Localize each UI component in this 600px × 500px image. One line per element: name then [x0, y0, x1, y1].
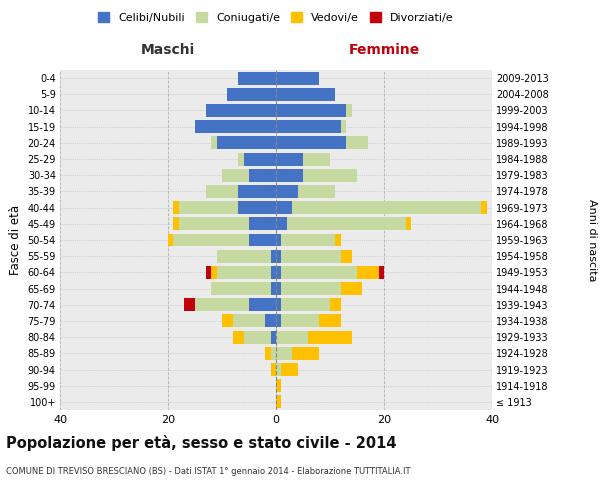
Bar [276, 72, 319, 85]
Bar [233, 330, 244, 344]
Bar [265, 347, 271, 360]
Bar [244, 152, 276, 166]
Bar [276, 250, 281, 262]
Text: Popolazione per età, sesso e stato civile - 2014: Popolazione per età, sesso e stato civil… [6, 435, 397, 451]
Bar [276, 282, 281, 295]
Text: Anni di nascita: Anni di nascita [587, 198, 597, 281]
Bar [195, 298, 249, 311]
Bar [271, 282, 276, 295]
Bar [292, 201, 481, 214]
Bar [341, 250, 352, 262]
Bar [211, 266, 217, 279]
Bar [222, 169, 249, 181]
Bar [249, 169, 276, 181]
Bar [281, 314, 319, 328]
Bar [319, 314, 341, 328]
Bar [238, 201, 276, 214]
Text: Femmine: Femmine [349, 44, 419, 58]
Bar [195, 120, 276, 133]
Text: Maschi: Maschi [141, 44, 195, 58]
Bar [211, 282, 271, 295]
Bar [276, 218, 287, 230]
Bar [303, 169, 357, 181]
Bar [206, 104, 276, 117]
Bar [292, 347, 319, 360]
Bar [168, 234, 173, 246]
Bar [276, 185, 298, 198]
Bar [281, 298, 330, 311]
Bar [281, 282, 341, 295]
Bar [276, 120, 341, 133]
Bar [217, 136, 276, 149]
Bar [276, 363, 281, 376]
Bar [184, 298, 195, 311]
Bar [244, 330, 271, 344]
Bar [276, 379, 281, 392]
Bar [303, 152, 330, 166]
Bar [379, 266, 384, 279]
Bar [276, 396, 281, 408]
Bar [173, 201, 179, 214]
Bar [276, 104, 346, 117]
Bar [217, 266, 271, 279]
Bar [481, 201, 487, 214]
Bar [276, 314, 281, 328]
Bar [238, 72, 276, 85]
Bar [173, 218, 179, 230]
Bar [265, 314, 276, 328]
Bar [357, 266, 379, 279]
Bar [179, 201, 238, 214]
Text: COMUNE DI TREVISO BRESCIANO (BS) - Dati ISTAT 1° gennaio 2014 - Elaborazione TUT: COMUNE DI TREVISO BRESCIANO (BS) - Dati … [6, 468, 410, 476]
Bar [341, 282, 362, 295]
Legend: Celibi/Nubili, Coniugati/e, Vedovi/e, Divorziati/e: Celibi/Nubili, Coniugati/e, Vedovi/e, Di… [94, 8, 458, 28]
Bar [238, 152, 244, 166]
Bar [276, 234, 281, 246]
Bar [173, 234, 249, 246]
Bar [271, 330, 276, 344]
Bar [271, 250, 276, 262]
Bar [271, 266, 276, 279]
Bar [335, 234, 341, 246]
Bar [222, 314, 233, 328]
Bar [233, 314, 265, 328]
Bar [308, 330, 352, 344]
Bar [276, 169, 303, 181]
Bar [271, 347, 276, 360]
Bar [227, 88, 276, 101]
Bar [249, 298, 276, 311]
Bar [249, 218, 276, 230]
Y-axis label: Fasce di età: Fasce di età [9, 205, 22, 275]
Bar [298, 185, 335, 198]
Bar [281, 250, 341, 262]
Bar [211, 136, 217, 149]
Bar [281, 234, 335, 246]
Bar [276, 152, 303, 166]
Bar [276, 201, 292, 214]
Bar [287, 218, 406, 230]
Bar [341, 120, 346, 133]
Bar [179, 218, 249, 230]
Bar [249, 234, 276, 246]
Bar [346, 136, 368, 149]
Bar [276, 136, 346, 149]
Bar [330, 298, 341, 311]
Bar [406, 218, 411, 230]
Bar [281, 363, 298, 376]
Bar [281, 266, 357, 279]
Bar [238, 185, 276, 198]
Bar [276, 266, 281, 279]
Bar [271, 363, 276, 376]
Bar [276, 347, 292, 360]
Bar [217, 250, 271, 262]
Bar [206, 185, 238, 198]
Bar [276, 88, 335, 101]
Bar [346, 104, 352, 117]
Bar [206, 266, 211, 279]
Bar [276, 330, 308, 344]
Bar [276, 298, 281, 311]
